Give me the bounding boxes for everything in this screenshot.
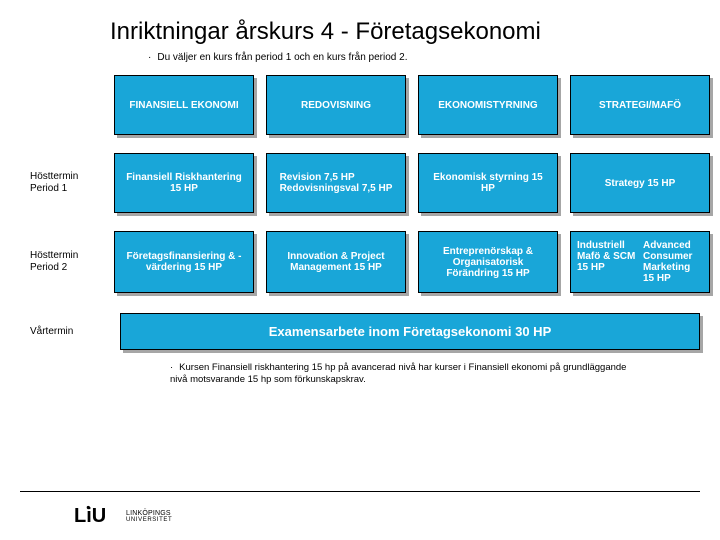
cell-r1c1: Innovation & Project Management 15 HP xyxy=(266,231,406,293)
cell-r1c3-right: Advanced Consumer Marketing 15 HP xyxy=(643,240,703,284)
col-header-1: REDOVISNING xyxy=(266,75,406,135)
cell-r1c0: Företagsfinansiering & -värdering 15 HP xyxy=(114,231,254,293)
liu-logo: LiU LINKÖPINGS UNIVERSITET xyxy=(74,504,172,528)
subtitle: Du väljer en kurs från period 1 och en k… xyxy=(148,52,700,63)
thesis-label: Vårtermin xyxy=(30,326,102,338)
cell-r0c1: Revision 7,5 HP Redovisningsval 7,5 HP xyxy=(266,153,406,213)
cell-r1c3-left: Industriell Mafö & SCM 15 HP xyxy=(577,240,637,284)
course-grid: FINANSIELL EKONOMI REDOVISNING EKONOMIST… xyxy=(30,75,700,293)
logo-line1: LINKÖPINGS xyxy=(126,510,172,517)
cell-r0c2: Ekonomisk styrning 15 HP xyxy=(418,153,558,213)
footnote: Kursen Finansiell riskhantering 15 hp på… xyxy=(170,362,640,387)
cell-r0c3: Strategy 15 HP xyxy=(570,153,710,213)
svg-text:LiU: LiU xyxy=(74,505,106,527)
page-title: Inriktningar årskurs 4 - Företagsekonomi xyxy=(110,18,700,46)
row-label-1: Hösttermin Period 2 xyxy=(30,250,102,274)
col-header-0: FINANSIELL EKONOMI xyxy=(114,75,254,135)
col-header-3: STRATEGI/MAFÖ xyxy=(570,75,710,135)
cell-r1c2: Entreprenörskap & Organisatorisk Förändr… xyxy=(418,231,558,293)
slide: Inriktningar årskurs 4 - Företagsekonomi… xyxy=(0,0,720,540)
logo-text: LINKÖPINGS UNIVERSITET xyxy=(126,510,172,523)
footer-rule xyxy=(20,491,700,493)
col-header-2: EKONOMISTYRNING xyxy=(418,75,558,135)
liu-wordmark-icon: LiU xyxy=(74,504,120,528)
thesis-row: Vårtermin Examensarbete inom Företagseko… xyxy=(30,313,700,350)
cell-r0c0: Finansiell Riskhantering 15 HP xyxy=(114,153,254,213)
cell-r1c3: Industriell Mafö & SCM 15 HP Advanced Co… xyxy=(570,231,710,293)
row-label-0: Hösttermin Period 1 xyxy=(30,171,102,195)
thesis-box: Examensarbete inom Företagsekonomi 30 HP xyxy=(120,313,700,350)
logo-line2: UNIVERSITET xyxy=(126,517,172,523)
